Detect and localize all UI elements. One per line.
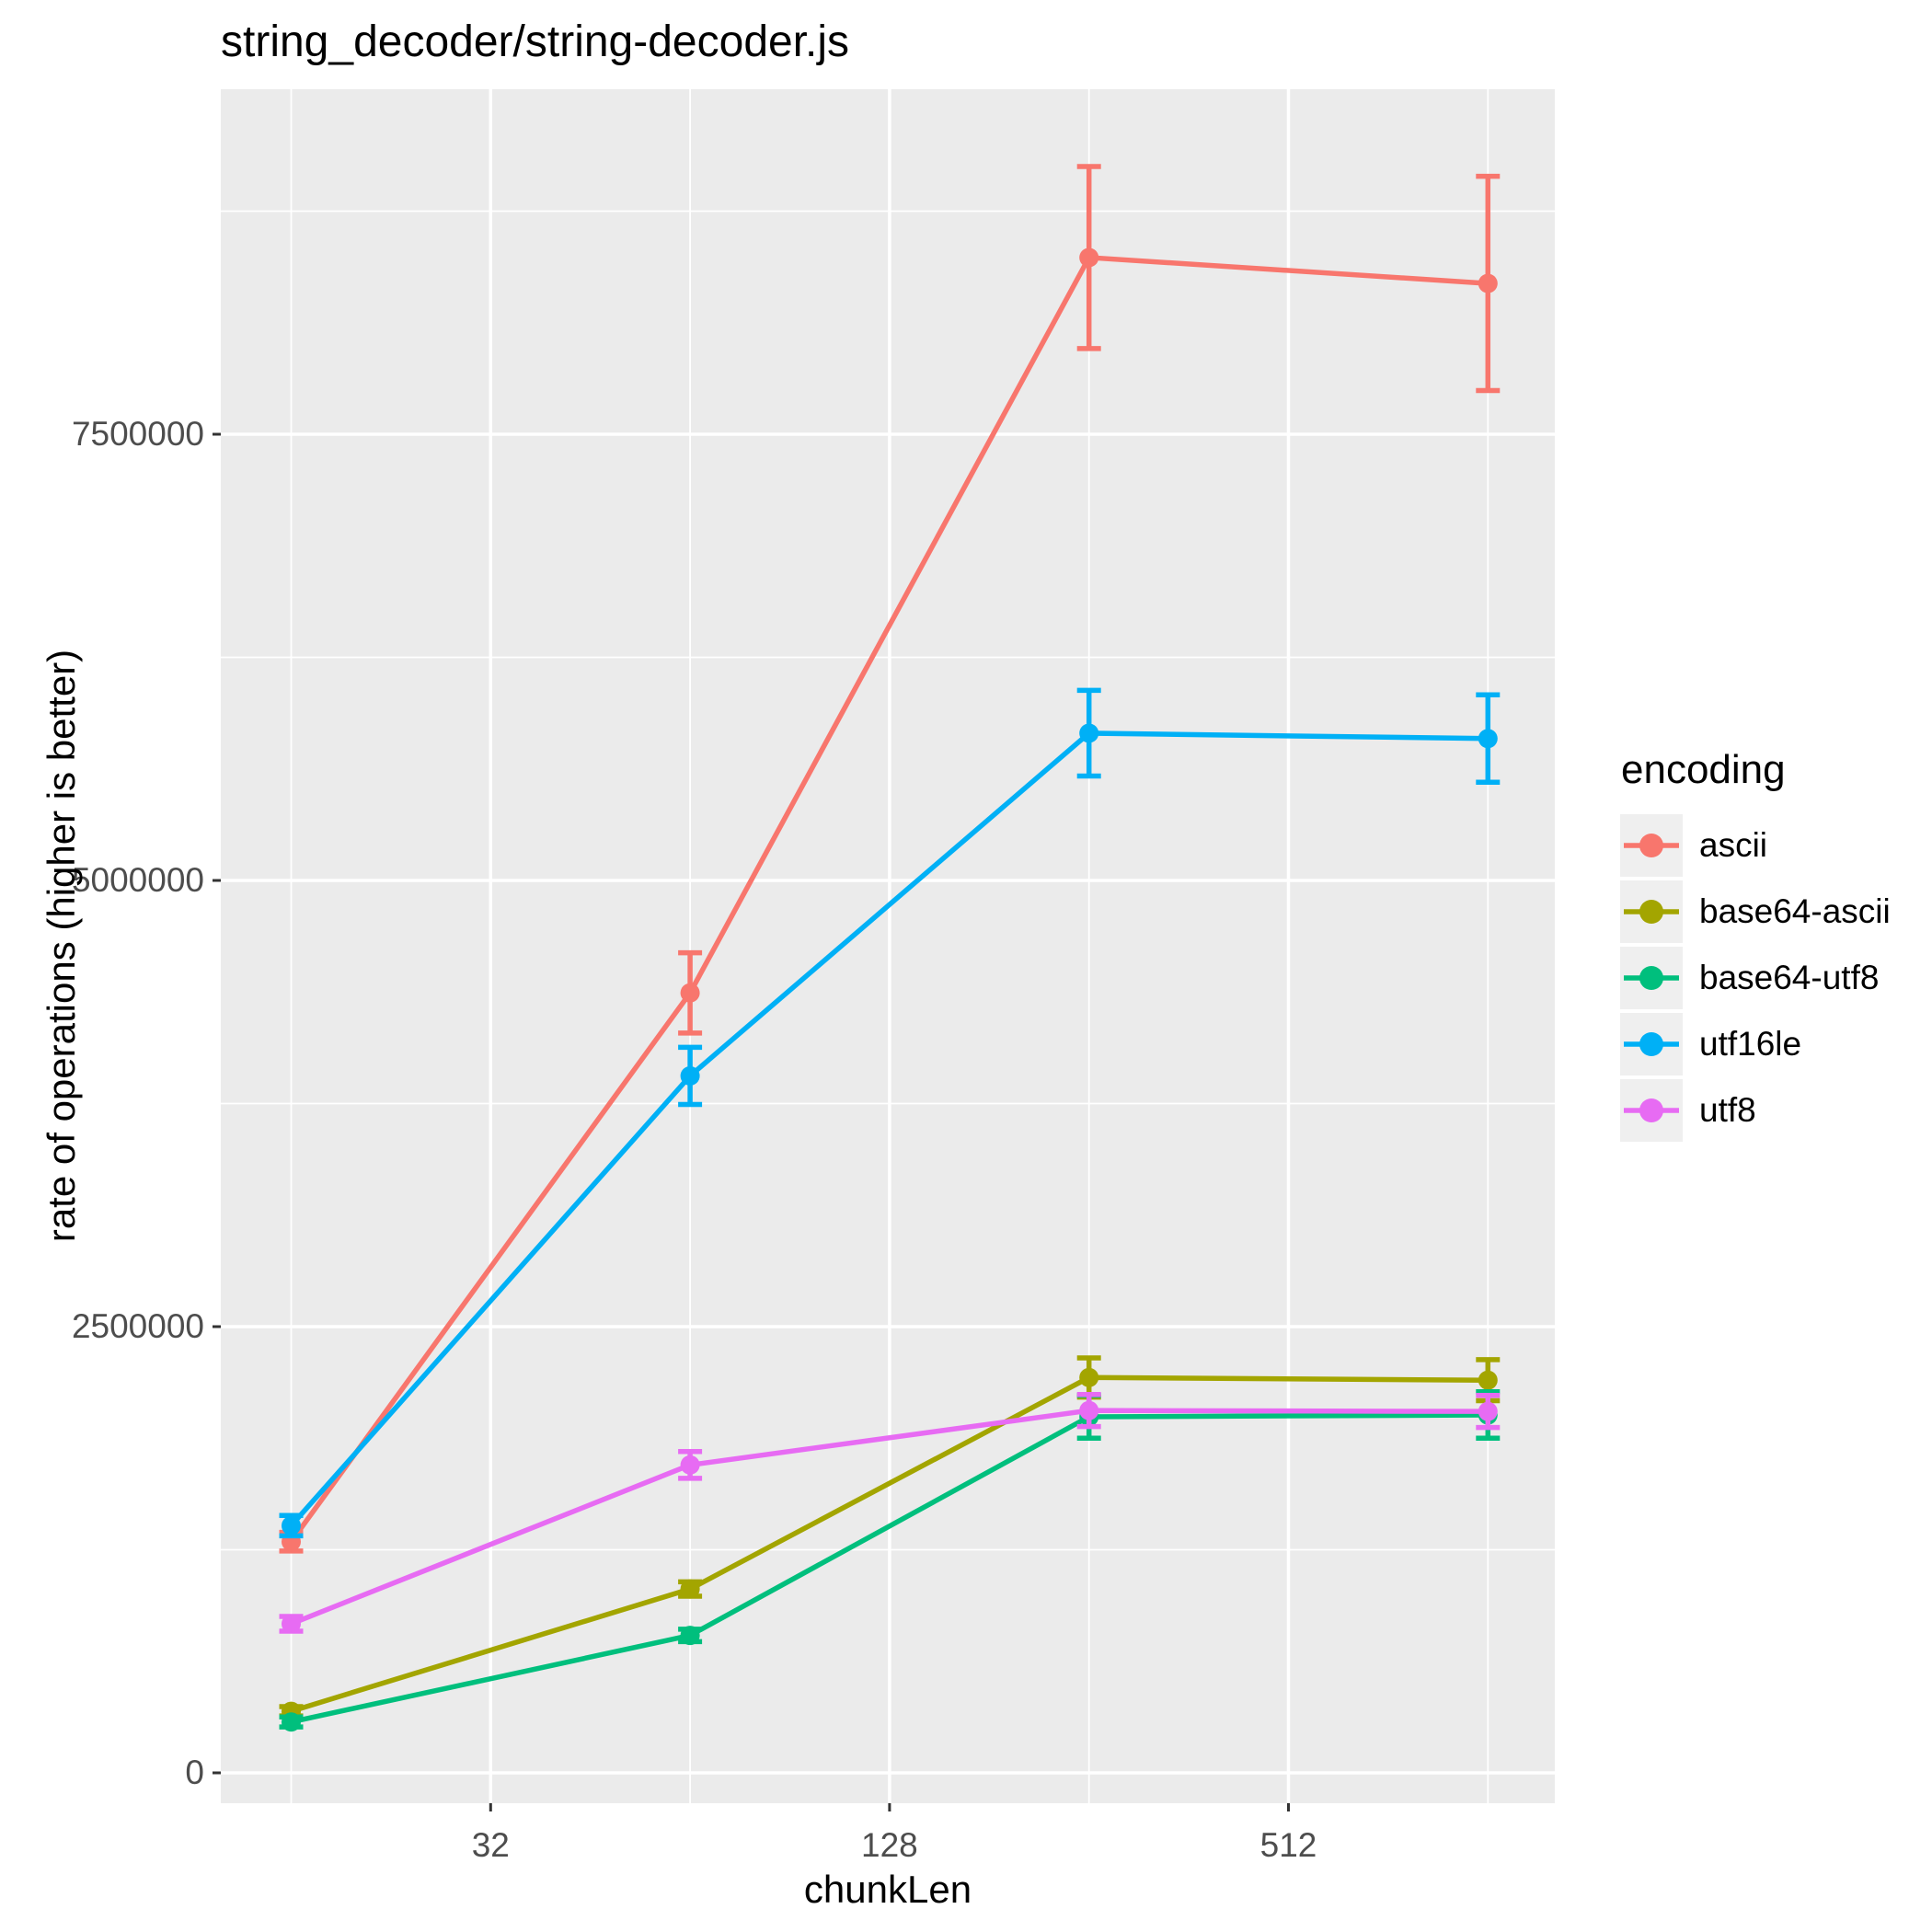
legend-item-utf8: utf8 <box>1620 1079 1756 1142</box>
series-line-base64-utf8 <box>290 1412 1489 1725</box>
data-point-base64-ascii <box>1478 1370 1498 1390</box>
y-tick-label: 0 <box>185 1754 204 1791</box>
legend-item-base64-utf8: base64-utf8 <box>1620 947 1879 1009</box>
data-point-utf16le <box>680 1065 700 1086</box>
y-tick-label: 5000000 <box>72 861 204 899</box>
data-point-utf16le <box>1079 723 1099 743</box>
data-point-utf8 <box>680 1455 700 1475</box>
data-point-utf8 <box>1478 1401 1498 1421</box>
legend-label: ascii <box>1699 826 1768 864</box>
data-point-base64-ascii <box>1079 1367 1099 1387</box>
y-axis-title: rate of operations (higher is better) <box>40 649 83 1243</box>
x-axis-title: chunkLen <box>803 1868 972 1911</box>
panel-background <box>221 89 1555 1803</box>
series-base64-ascii <box>279 1355 1501 1721</box>
legend-item-base64-ascii: base64-ascii <box>1620 880 1891 943</box>
data-point-ascii <box>680 983 700 1003</box>
legend-title: encoding <box>1621 747 1786 792</box>
data-point-utf16le <box>1478 729 1498 749</box>
data-point-ascii <box>1478 273 1498 293</box>
series-utf16le <box>279 687 1501 1539</box>
data-point-utf8 <box>282 1614 301 1634</box>
series-utf8 <box>279 1391 1501 1634</box>
data-point-base64-utf8 <box>282 1712 301 1732</box>
legend-item-ascii: ascii <box>1620 814 1767 877</box>
series-line-utf8 <box>290 1408 1489 1627</box>
data-point-base64-utf8 <box>680 1626 700 1646</box>
legend-key-base64-ascii <box>1620 880 1683 943</box>
data-point-ascii <box>1079 247 1099 268</box>
data-point-utf16le <box>282 1515 301 1535</box>
series-line-base64-ascii <box>290 1374 1489 1714</box>
y-tick-label: 2500000 <box>72 1307 204 1345</box>
series-line-ascii <box>289 255 1489 1544</box>
legend-label: base64-utf8 <box>1699 959 1880 996</box>
legend-key-utf16le <box>1620 1013 1683 1075</box>
legend-label: base64-ascii <box>1699 892 1891 930</box>
series-ascii <box>279 164 1501 1554</box>
legend-label: utf8 <box>1699 1091 1756 1129</box>
y-tick-label: 7500000 <box>72 415 204 453</box>
x-tick-label: 128 <box>861 1826 918 1864</box>
series-line-utf16le <box>289 730 1489 1528</box>
chart-title: string_decoder/string-decoder.js <box>221 17 850 66</box>
legend-key-utf8 <box>1620 1079 1683 1142</box>
x-tick-label: 512 <box>1260 1826 1317 1864</box>
data-point-base64-ascii <box>680 1579 700 1599</box>
data-point-utf8 <box>1079 1400 1099 1420</box>
legend-item-utf16le: utf16le <box>1620 1013 1801 1075</box>
legend-label: utf16le <box>1699 1025 1802 1063</box>
legend-key-base64-utf8 <box>1620 947 1683 1009</box>
legend-key-ascii <box>1620 814 1683 877</box>
x-tick-label: 32 <box>472 1826 510 1864</box>
